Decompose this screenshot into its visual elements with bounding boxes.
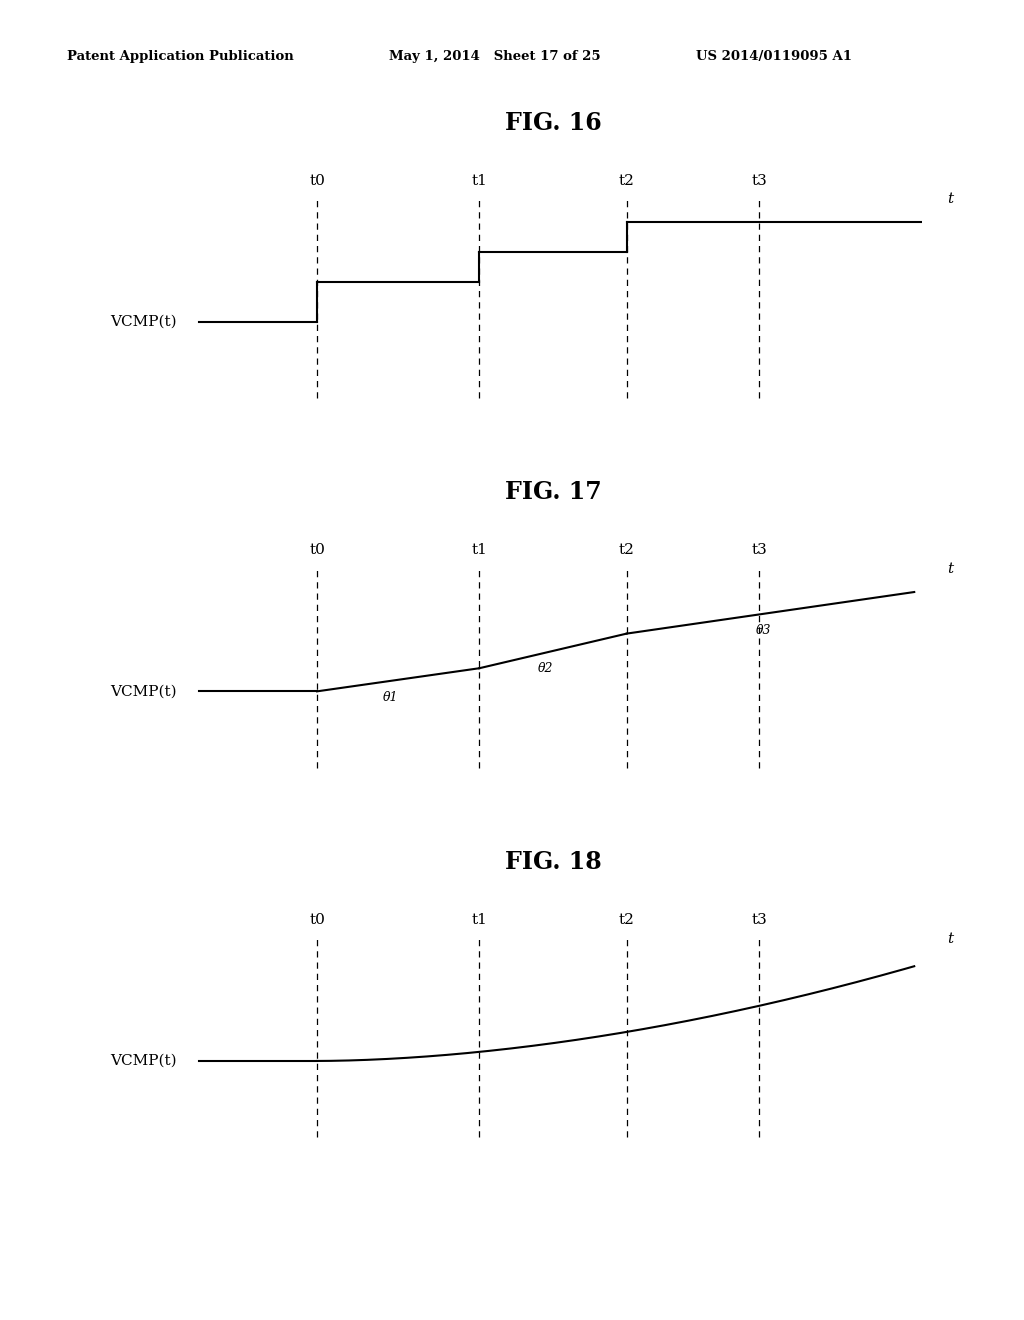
Text: t0: t0 xyxy=(309,544,325,557)
Text: θ3: θ3 xyxy=(756,624,771,638)
Text: t1: t1 xyxy=(471,174,487,187)
Text: t1: t1 xyxy=(471,544,487,557)
Text: θ2: θ2 xyxy=(538,663,553,676)
Text: VCMP(t): VCMP(t) xyxy=(111,1053,177,1068)
Text: FIG. 17: FIG. 17 xyxy=(505,480,601,504)
Text: t: t xyxy=(947,932,953,945)
Text: t: t xyxy=(947,562,953,576)
Text: t2: t2 xyxy=(618,544,635,557)
Text: θ1: θ1 xyxy=(383,692,398,705)
Text: t1: t1 xyxy=(471,913,487,927)
Text: t3: t3 xyxy=(752,913,767,927)
Text: May 1, 2014   Sheet 17 of 25: May 1, 2014 Sheet 17 of 25 xyxy=(389,50,601,63)
Text: FIG. 16: FIG. 16 xyxy=(505,111,601,135)
Text: US 2014/0119095 A1: US 2014/0119095 A1 xyxy=(696,50,852,63)
Text: t: t xyxy=(947,193,953,206)
Text: FIG. 18: FIG. 18 xyxy=(505,850,601,874)
Text: t0: t0 xyxy=(309,174,325,187)
Text: Patent Application Publication: Patent Application Publication xyxy=(67,50,293,63)
Text: VCMP(t): VCMP(t) xyxy=(111,684,177,698)
Text: t0: t0 xyxy=(309,913,325,927)
Text: t3: t3 xyxy=(752,174,767,187)
Text: t2: t2 xyxy=(618,913,635,927)
Text: t3: t3 xyxy=(752,544,767,557)
Text: VCMP(t): VCMP(t) xyxy=(111,314,177,329)
Text: t2: t2 xyxy=(618,174,635,187)
